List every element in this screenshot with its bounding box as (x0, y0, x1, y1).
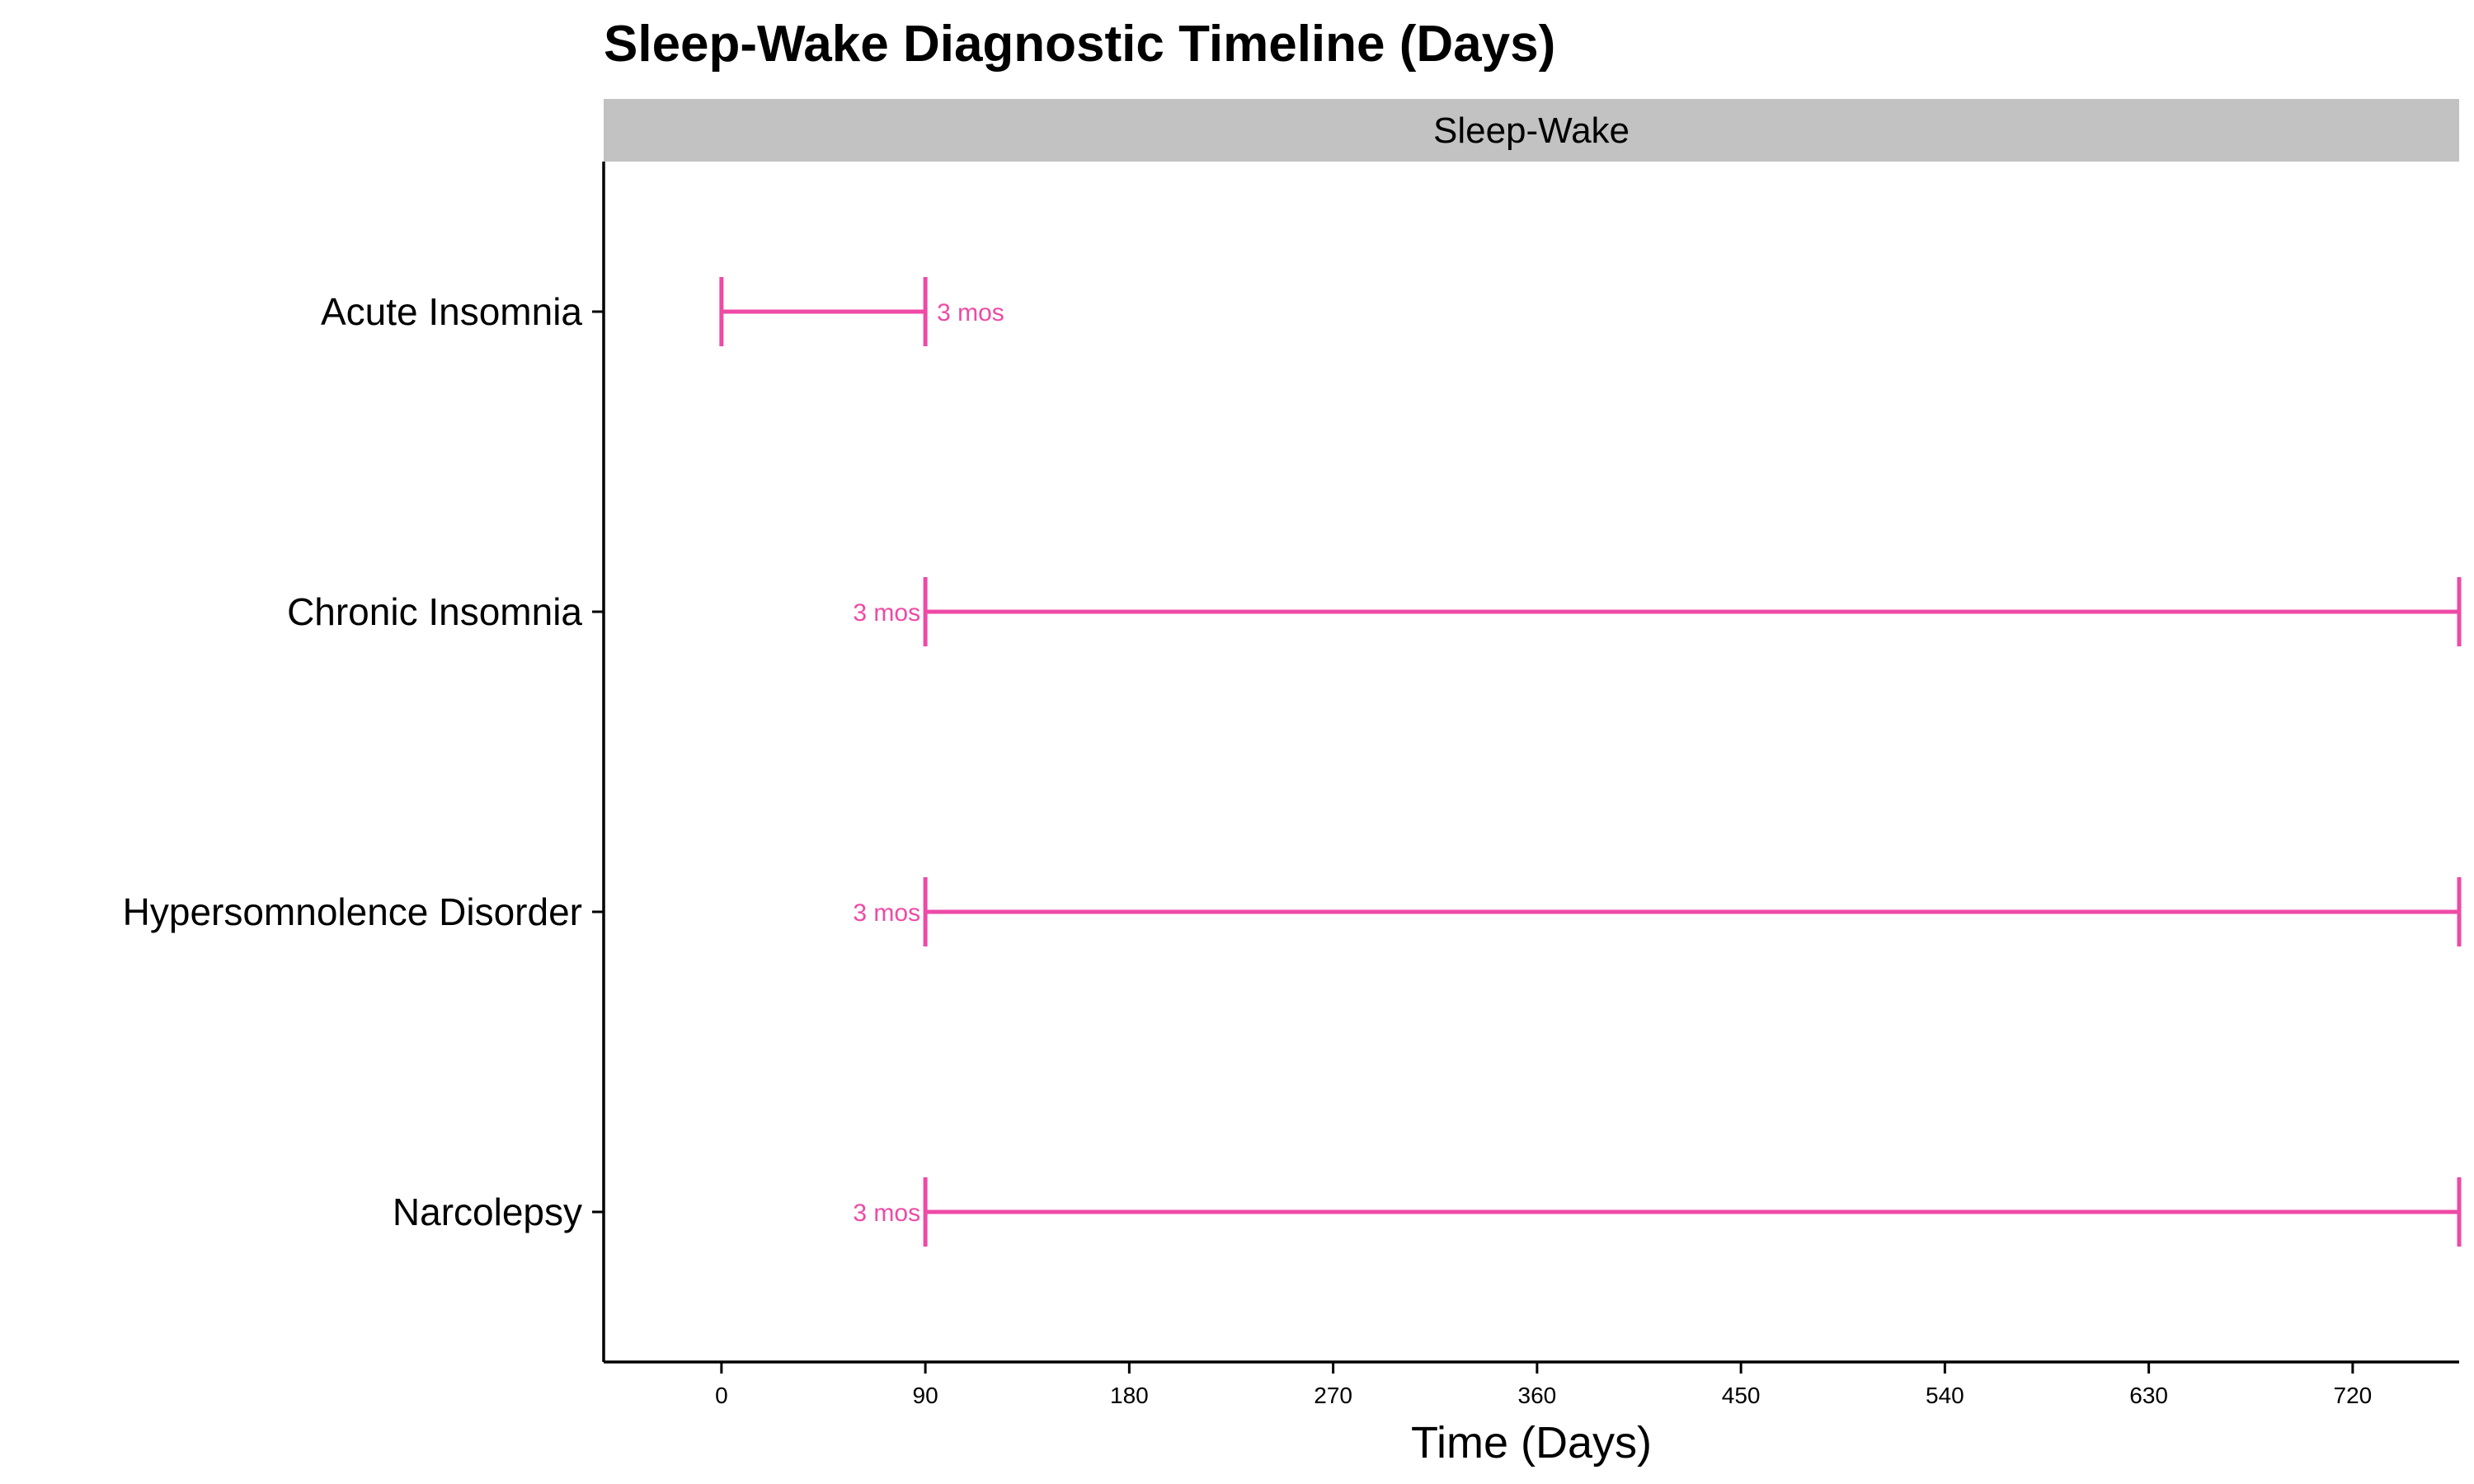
x-axis-label: Time (Days) (1411, 1418, 1652, 1468)
facet-strip-label: Sleep-Wake (1433, 110, 1630, 151)
x-tick-label: 720 (2334, 1383, 2373, 1408)
x-tick-label: 360 (1518, 1383, 1557, 1408)
x-tick-label: 0 (715, 1383, 728, 1408)
range-duration-label: 3 mos (853, 899, 920, 927)
x-tick-label: 270 (1314, 1383, 1352, 1408)
x-tick-label: 90 (913, 1383, 938, 1408)
y-tick-label: Hypersomnolence Disorder (123, 890, 582, 933)
x-tick-label: 180 (1110, 1383, 1149, 1408)
y-axis: Acute Insomnia Chronic Insomnia Hypersomno… (123, 162, 605, 1362)
y-tick-label: Narcolepsy (393, 1190, 582, 1233)
facet-strip (604, 99, 2459, 162)
chart-title: Sleep-Wake Diagnostic Timeline (Days) (604, 16, 1555, 73)
y-tick-label: Acute Insomnia (321, 290, 582, 333)
x-tick-label: 540 (1926, 1383, 1964, 1408)
x-tick-label: 630 (2129, 1383, 2168, 1408)
range-duration-label: 3 mos (853, 599, 920, 627)
range-marks: 3 mos 3 mos 3 mos 3 mos (719, 277, 2462, 1247)
x-axis: 0 90 180 270 360 450 540 630 720 (604, 1360, 2459, 1408)
x-tick-label: 450 (1722, 1383, 1761, 1408)
range-duration-label: 3 mos (853, 1200, 920, 1227)
range-duration-label: 3 mos (937, 299, 1004, 326)
y-tick-label: Chronic Insomnia (287, 590, 582, 633)
